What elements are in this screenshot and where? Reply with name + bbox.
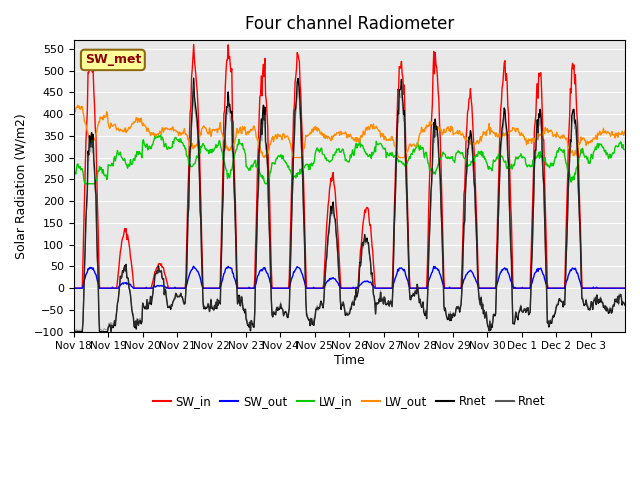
LW_in — [408, 151, 415, 157]
LW_out — [285, 137, 293, 143]
Rnet — [264, 165, 271, 171]
SW_out — [190, 264, 198, 269]
LW_out — [264, 150, 272, 156]
LW_in — [157, 132, 164, 138]
LW_out — [70, 109, 77, 115]
LW_out — [135, 116, 143, 121]
LW_in — [70, 169, 77, 175]
Rnet — [134, 322, 142, 328]
Rnet — [438, 246, 446, 252]
Rnet — [407, 297, 415, 302]
SW_in — [134, 285, 142, 291]
Rnet — [190, 82, 198, 87]
SW_in — [264, 124, 271, 130]
SW_out — [438, 276, 445, 282]
Rnet — [135, 319, 143, 325]
LW_out — [438, 132, 446, 137]
Rnet — [408, 293, 415, 299]
SW_in — [285, 285, 292, 291]
Text: SW_met: SW_met — [84, 53, 141, 66]
Line: LW_out: LW_out — [74, 106, 625, 157]
Line: SW_out: SW_out — [74, 266, 625, 288]
LW_out — [621, 128, 629, 134]
SW_out — [70, 285, 77, 291]
SW_out — [134, 285, 142, 291]
SW_in — [438, 189, 445, 194]
Rnet — [70, 329, 77, 335]
LW_out — [237, 124, 244, 130]
X-axis label: Time: Time — [334, 354, 365, 367]
SW_in — [237, 285, 244, 291]
LW_out — [260, 155, 268, 160]
LW_in — [237, 141, 245, 146]
LW_in — [81, 181, 89, 187]
LW_in — [438, 152, 446, 157]
Rnet — [70, 328, 77, 334]
Line: Rnet: Rnet — [74, 84, 625, 332]
Line: Rnet: Rnet — [74, 78, 625, 332]
Y-axis label: Solar Radiation (W/m2): Solar Radiation (W/m2) — [15, 113, 28, 259]
Line: LW_in: LW_in — [74, 135, 625, 184]
SW_out — [407, 285, 415, 291]
SW_out — [237, 285, 244, 291]
Rnet — [285, 311, 292, 316]
LW_in — [285, 167, 293, 172]
SW_in — [190, 42, 198, 48]
SW_out — [621, 285, 629, 291]
LW_out — [74, 103, 82, 108]
Line: SW_in: SW_in — [74, 45, 625, 288]
SW_out — [285, 285, 292, 291]
Rnet — [190, 75, 198, 81]
Rnet — [99, 329, 106, 335]
LW_out — [408, 144, 415, 149]
Rnet — [621, 302, 629, 308]
LW_in — [621, 147, 629, 153]
Rnet — [237, 303, 244, 309]
Title: Four channel Radiometer: Four channel Radiometer — [244, 15, 454, 33]
SW_out — [264, 271, 271, 276]
Rnet — [285, 305, 293, 311]
Rnet — [264, 204, 272, 209]
Rnet — [237, 293, 245, 299]
SW_in — [621, 285, 629, 291]
Legend: SW_in, SW_out, LW_in, LW_out, Rnet, Rnet: SW_in, SW_out, LW_in, LW_out, Rnet, Rnet — [148, 390, 550, 413]
Rnet — [621, 302, 629, 308]
SW_in — [70, 285, 77, 291]
SW_in — [407, 285, 415, 291]
Rnet — [438, 221, 445, 227]
LW_in — [264, 175, 272, 181]
LW_in — [135, 149, 143, 155]
